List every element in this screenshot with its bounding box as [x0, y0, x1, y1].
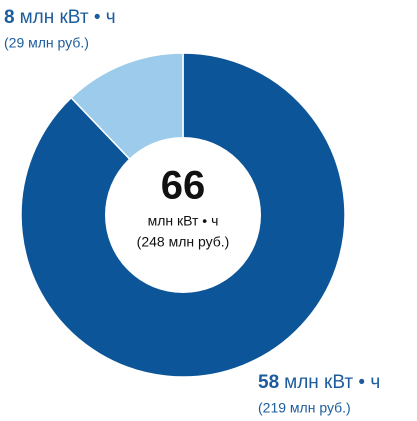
total-sublabel: (248 млн руб.)	[137, 234, 230, 250]
segment-sublabel: (29 млн руб.)	[4, 35, 89, 51]
segment-value: 8	[4, 7, 15, 28]
segment-unit: млн кВт • ч	[284, 372, 380, 393]
total-value: 66	[161, 164, 206, 208]
segment-unit: млн кВт • ч	[20, 7, 116, 28]
segment-label: 58 млн кВт • ч	[258, 372, 380, 393]
segment-label: 8 млн кВт • ч	[4, 7, 116, 28]
donut-hole	[105, 137, 261, 293]
segment-sublabel: (219 млн руб.)	[258, 400, 351, 416]
segment-value: 58	[258, 372, 279, 393]
total-unit: млн кВт • ч	[148, 213, 219, 229]
